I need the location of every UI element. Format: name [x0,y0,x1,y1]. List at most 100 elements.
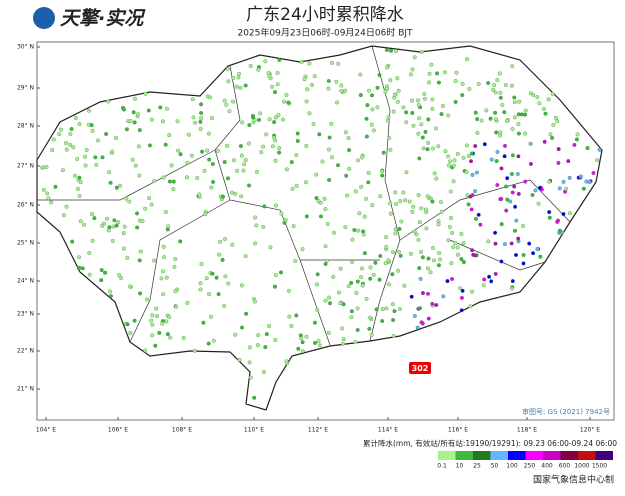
station-dot [250,113,255,118]
station-dot [243,254,248,259]
station-dot [201,320,206,325]
station-dot [211,338,216,343]
station-dot [426,117,431,122]
lon-label: 104° E [36,427,56,434]
station-dot [329,60,334,65]
station-dot [368,265,373,270]
station-dot [500,103,505,107]
station-dot [89,212,94,216]
station-dot [439,209,444,214]
station-dot [198,281,203,286]
station-dot [338,301,343,306]
footer: 国家气象信息中心制 [533,474,614,486]
station-dot [358,93,363,98]
station-dot [460,81,465,86]
station-dot [312,74,317,79]
station-dot [537,101,542,106]
station-dot [173,257,178,262]
station-dot [164,319,169,324]
station-dot [574,137,579,142]
legend-label: 0.1 [437,463,447,470]
station-dot [244,311,249,316]
station-dot [421,291,425,296]
station-dot [512,95,517,100]
station-dot [425,194,430,199]
station-dot [510,190,515,195]
station-dot [99,278,104,283]
station-dot [90,238,95,243]
station-dot [553,115,558,120]
station-dot [430,301,435,306]
station-dot [436,222,441,227]
station-dot [135,211,139,216]
station-dot [595,158,600,163]
station-dot [77,175,82,180]
station-dot [165,106,169,111]
station-dot [416,193,421,198]
station-dot [489,279,494,284]
station-dot [199,262,204,267]
station-dot [122,224,127,229]
station-dot [397,226,402,231]
station-dot [149,318,154,323]
station-dot [387,136,392,141]
station-dot [451,245,456,250]
station-dot [401,105,406,110]
station-dot [547,179,552,184]
legend-label: 100 [506,463,518,470]
station-dot [514,218,519,223]
legend-swatch [473,451,491,460]
station-dot [104,132,109,136]
station-dot [51,137,56,142]
station-dot [357,211,362,216]
station-dot [287,314,292,319]
station-dot [510,279,515,284]
station-dot [516,154,521,159]
station-dot [498,90,503,95]
station-dot [247,345,252,350]
station-dot [502,110,507,115]
station-dot [361,229,366,234]
legend-swatch [438,451,456,460]
station-dot [391,318,396,322]
station-dot [119,275,124,280]
station-dot [361,232,366,237]
station-dot [273,90,277,95]
station-dot [523,179,528,184]
station-dot [450,277,454,281]
station-dot [60,168,65,173]
station-dot [336,290,341,295]
station-dot [493,241,498,246]
station-dot [591,171,596,175]
station-dot [178,239,183,244]
station-dot [364,296,369,301]
station-dot [493,271,498,276]
station-dot [329,121,334,126]
station-dot [236,75,241,80]
station-dot [231,99,235,104]
station-dot [416,131,421,136]
station-dot [152,179,156,184]
lat-label: 24° N [17,278,34,285]
lon-label: 114° E [378,427,398,434]
title: 广东24小时累积降水 [246,5,404,25]
lat-label: 25° N [17,240,34,247]
station-dot [555,219,560,224]
station-dot [304,214,309,219]
station-dot [486,239,491,244]
station-dot [316,199,321,204]
station-dot [318,343,322,348]
station-dot [197,192,202,197]
station-dot [190,97,195,102]
station-dot [547,215,552,220]
station-dot [488,116,493,121]
station-dot [509,286,514,291]
station-dot [430,106,435,111]
station-dot [470,172,475,177]
station-dot [430,199,435,204]
station-dot [436,144,441,149]
station-dot [248,64,253,68]
lon-label: 108° E [172,427,192,434]
station-dot [393,231,398,236]
station-dot [489,157,494,162]
